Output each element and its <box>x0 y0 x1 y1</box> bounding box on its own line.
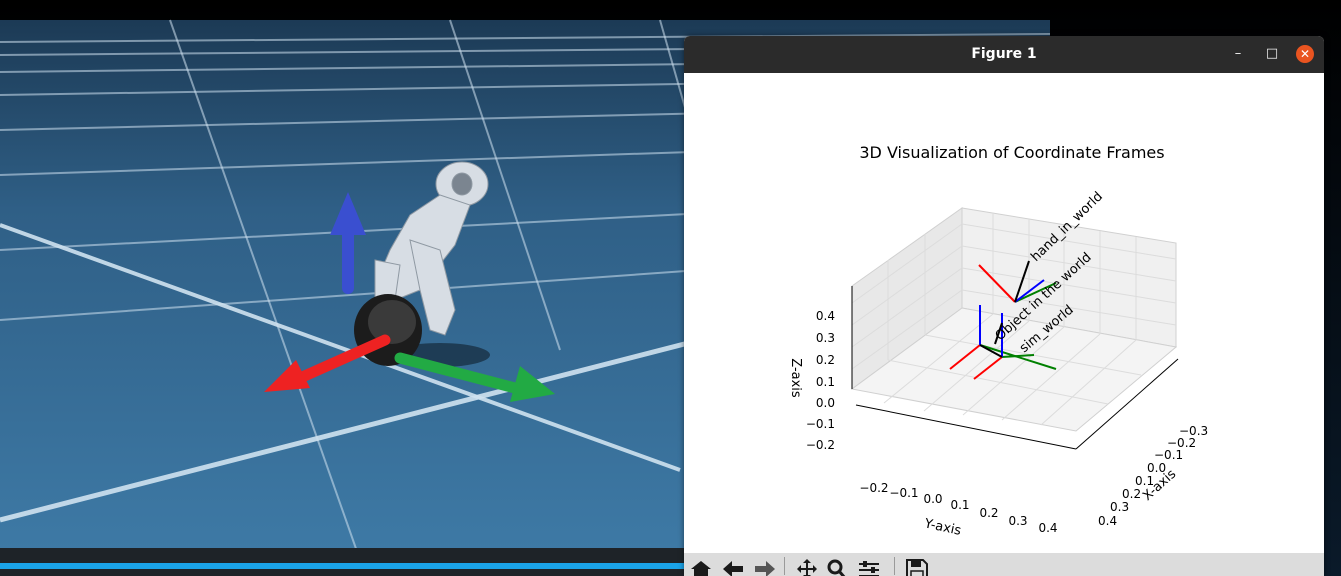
z-tick: 0.3 <box>816 331 835 345</box>
z-tick: −0.1 <box>806 417 835 431</box>
z-tick: 0.0 <box>816 396 835 410</box>
frame-hand <box>978 260 1057 345</box>
z-axis-label: Z-axis <box>788 358 803 398</box>
close-button[interactable]: ✕ <box>1296 45 1314 63</box>
axes-grid <box>851 213 1177 426</box>
save-icon[interactable] <box>904 558 930 576</box>
playback-progress-bar[interactable] <box>0 563 684 569</box>
x-tick: 0.4 <box>1098 514 1117 528</box>
forward-icon[interactable] <box>752 558 778 576</box>
z-tick: 0.4 <box>816 309 835 323</box>
x-tick: 0.2 <box>1122 487 1141 501</box>
y-tick: 0.0 <box>923 492 942 506</box>
y-tick: −0.2 <box>859 481 888 495</box>
y-tick-labels: −0.2 −0.1 0.0 0.1 0.2 0.3 0.4 <box>859 481 1057 535</box>
home-icon[interactable] <box>688 558 714 576</box>
y-tick: 0.3 <box>1008 514 1027 528</box>
axis-lines <box>851 286 1179 450</box>
window-titlebar[interactable]: Figure 1 – □ ✕ <box>684 36 1324 73</box>
y-tick: −0.1 <box>889 486 918 500</box>
x-tick-labels: −0.3 −0.2 −0.1 0.0 0.1 0.2 0.3 0.4 <box>1098 424 1208 528</box>
frame-object <box>973 313 1035 380</box>
pan-icon[interactable] <box>794 558 820 576</box>
robot-hand <box>374 161 489 336</box>
x-tick: −0.2 <box>1167 436 1196 450</box>
window-title: Figure 1 <box>971 46 1037 62</box>
toolbar-separator <box>894 557 895 575</box>
green-axis-arrow <box>394 352 555 402</box>
y-tick: 0.1 <box>950 498 969 512</box>
figure-toolbar <box>684 553 1324 576</box>
z-tick: 0.1 <box>816 375 835 389</box>
x-tick: 0.0 <box>1147 461 1166 475</box>
maximize-button[interactable]: □ <box>1265 46 1279 61</box>
z-tick-labels: 0.4 0.3 0.2 0.1 0.0 −0.1 −0.2 <box>806 309 835 452</box>
x-tick: −0.3 <box>1179 424 1208 438</box>
z-tick: 0.2 <box>816 353 835 367</box>
configure-subplots-icon[interactable] <box>856 558 882 576</box>
figure-window: Figure 1 – □ ✕ 3D Visualization of Coord… <box>684 36 1324 576</box>
x-tick: −0.1 <box>1154 448 1183 462</box>
x-tick: 0.1 <box>1135 474 1154 488</box>
red-axis-arrow <box>264 334 391 392</box>
blue-axis-arrow <box>330 192 366 294</box>
y-tick: 0.4 <box>1038 521 1057 535</box>
z-tick: −0.2 <box>806 438 835 452</box>
plot-title: 3D Visualization of Coordinate Frames <box>859 143 1164 162</box>
toolbar-separator <box>784 557 785 575</box>
x-tick: 0.3 <box>1110 500 1129 514</box>
plot-canvas[interactable]: 3D Visualization of Coordinate Frames <box>684 73 1324 553</box>
zoom-icon[interactable] <box>824 558 850 576</box>
viewer-status-bar <box>0 548 684 576</box>
y-tick: 0.2 <box>979 506 998 520</box>
back-icon[interactable] <box>720 558 746 576</box>
minimize-button[interactable]: – <box>1234 46 1242 61</box>
